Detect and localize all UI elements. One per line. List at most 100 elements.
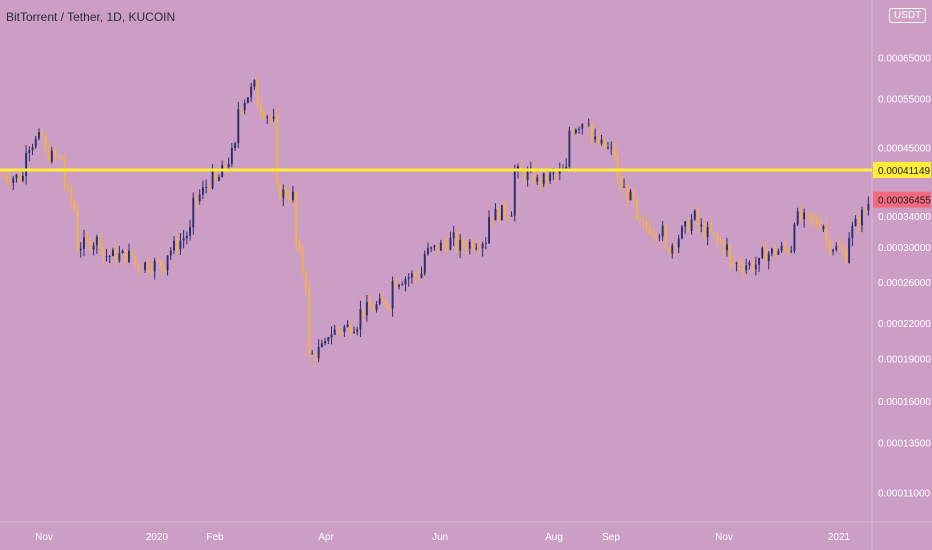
candle-body <box>407 277 410 280</box>
y-tick-label: 0.00011000 <box>878 489 931 500</box>
candle-body <box>324 340 327 344</box>
x-tick-label: 2020 <box>146 532 169 543</box>
candle-body <box>118 253 121 261</box>
x-tick-label: 2021 <box>828 532 851 543</box>
candle-body <box>725 244 728 251</box>
candle-body <box>246 97 249 103</box>
candle-body <box>455 232 458 251</box>
candle-body <box>796 211 799 225</box>
candle-body <box>719 239 722 242</box>
candle-body <box>166 255 169 271</box>
candle-body <box>751 262 754 270</box>
candle-body <box>57 155 60 157</box>
candle-body <box>825 226 828 242</box>
candle-body <box>742 267 744 271</box>
candle-body <box>684 221 687 227</box>
candle-body <box>822 226 825 230</box>
candle-body <box>12 178 15 184</box>
candle-body <box>224 165 227 168</box>
x-tick-label: Nov <box>715 532 733 543</box>
candle-body <box>28 150 31 153</box>
candle-body <box>378 298 381 305</box>
candle-body <box>60 156 63 160</box>
candle-body <box>639 218 642 222</box>
candle-body <box>558 169 561 174</box>
candle-body <box>700 224 703 227</box>
candle-body <box>774 248 777 255</box>
current-price-label: 0.00036455 <box>878 196 931 207</box>
candle-body <box>706 227 709 237</box>
candle-body <box>102 246 105 257</box>
candle-body <box>500 205 503 221</box>
candle-body <box>237 109 240 144</box>
candle-body <box>578 128 581 130</box>
candle-body <box>815 219 818 225</box>
candle-body <box>108 256 111 258</box>
candle-body <box>690 219 693 231</box>
candle-body <box>745 265 748 271</box>
candle-body <box>468 241 471 250</box>
candle-body <box>298 242 301 251</box>
candle-body <box>349 324 352 334</box>
x-tick-label: Jun <box>432 532 448 543</box>
candle-body <box>494 208 497 221</box>
y-tick-label: 0.00016000 <box>878 397 931 408</box>
candle-body <box>234 143 237 149</box>
candle-body <box>607 147 609 149</box>
candle-body <box>198 194 201 202</box>
candle-body <box>436 245 439 251</box>
candle-body <box>279 184 282 198</box>
candle-body <box>835 246 838 251</box>
candle-body <box>372 307 375 310</box>
candle-body <box>34 138 37 148</box>
candle-body <box>549 173 552 181</box>
candle-body <box>375 304 378 310</box>
candle-body <box>452 232 455 238</box>
candle-body <box>568 130 571 167</box>
candle-body <box>41 132 44 137</box>
candle-body <box>76 210 79 251</box>
candle-body <box>346 324 349 327</box>
candle-body <box>613 147 616 156</box>
candle-body <box>848 237 851 263</box>
y-tick-label: 0.00013500 <box>878 438 931 449</box>
candle-body <box>111 249 114 257</box>
candle-body <box>272 116 275 119</box>
y-tick-label: 0.00055000 <box>878 94 931 105</box>
candle-body <box>777 250 780 255</box>
candle-body <box>584 123 587 125</box>
candle-body <box>857 218 860 226</box>
candle-body <box>410 273 413 278</box>
candle-body <box>642 221 645 223</box>
candle-body <box>603 139 606 148</box>
candle-body <box>314 353 317 359</box>
candle-body <box>128 250 130 262</box>
candle-body <box>121 250 124 254</box>
candle-body <box>47 150 50 162</box>
candle-body <box>301 250 304 273</box>
candle-body <box>150 270 153 272</box>
candle-body <box>15 174 18 179</box>
candle-body <box>671 245 674 254</box>
candle-body <box>761 247 764 258</box>
candle-body <box>99 236 102 247</box>
candle-body <box>205 187 208 189</box>
candle-body <box>687 221 690 231</box>
candle-body <box>680 226 683 239</box>
candle-body <box>381 298 384 302</box>
candle-body <box>722 241 725 251</box>
candle-body <box>394 280 397 287</box>
candle-body <box>860 209 863 226</box>
candle-body <box>340 330 343 332</box>
currency-button[interactable]: USDT <box>889 8 927 23</box>
candle-body <box>426 248 429 255</box>
candle-body <box>844 251 847 263</box>
candle-body <box>713 233 716 235</box>
candle-body <box>828 241 831 252</box>
candle-body <box>134 255 137 265</box>
candle-body <box>780 245 783 251</box>
candle-body <box>388 306 391 309</box>
candle-body <box>510 215 513 217</box>
